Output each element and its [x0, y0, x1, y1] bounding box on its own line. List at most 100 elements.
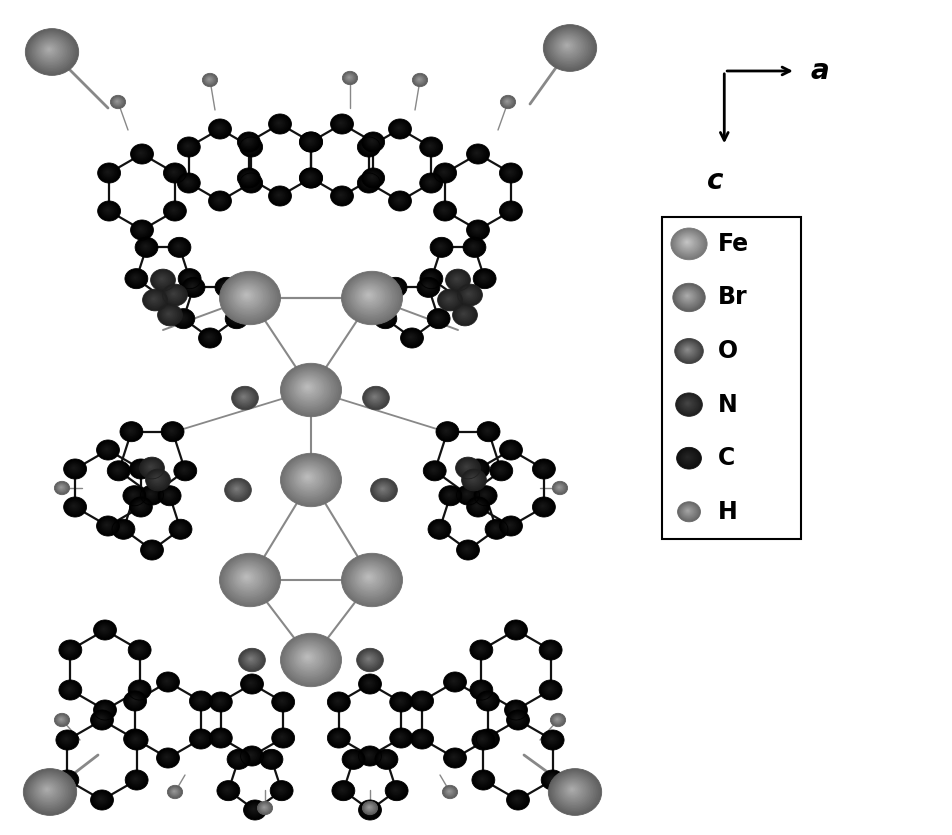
Circle shape — [238, 569, 256, 586]
Circle shape — [333, 697, 342, 705]
Circle shape — [682, 399, 693, 409]
Circle shape — [475, 733, 489, 746]
Circle shape — [453, 276, 460, 281]
Circle shape — [677, 342, 699, 360]
Circle shape — [366, 389, 385, 406]
Circle shape — [475, 487, 495, 504]
Circle shape — [538, 503, 546, 510]
Circle shape — [363, 290, 375, 301]
Circle shape — [131, 461, 149, 476]
Circle shape — [280, 736, 283, 738]
Circle shape — [29, 773, 69, 810]
Circle shape — [234, 388, 255, 407]
Circle shape — [105, 208, 110, 213]
Circle shape — [299, 132, 322, 152]
Circle shape — [275, 785, 287, 795]
Circle shape — [64, 645, 75, 655]
Circle shape — [287, 369, 332, 409]
Circle shape — [283, 366, 338, 413]
Circle shape — [111, 464, 126, 477]
Circle shape — [242, 136, 253, 146]
Circle shape — [684, 347, 690, 353]
Circle shape — [499, 163, 522, 183]
Circle shape — [182, 277, 205, 297]
Circle shape — [431, 523, 446, 535]
Circle shape — [464, 239, 484, 256]
Circle shape — [300, 471, 315, 484]
Circle shape — [466, 473, 481, 486]
Circle shape — [332, 696, 344, 706]
Circle shape — [426, 179, 434, 186]
Circle shape — [300, 133, 320, 150]
Circle shape — [448, 291, 466, 306]
Circle shape — [288, 640, 331, 678]
Circle shape — [245, 654, 258, 665]
Circle shape — [239, 571, 254, 584]
Circle shape — [128, 271, 145, 286]
Circle shape — [394, 696, 406, 706]
Circle shape — [90, 710, 113, 730]
Circle shape — [64, 777, 69, 782]
Circle shape — [447, 289, 467, 306]
Circle shape — [227, 480, 248, 499]
Circle shape — [186, 281, 200, 293]
Circle shape — [392, 730, 409, 745]
Circle shape — [240, 170, 257, 185]
Circle shape — [438, 424, 455, 439]
Circle shape — [508, 712, 526, 727]
Circle shape — [217, 781, 240, 801]
Circle shape — [159, 306, 181, 324]
Circle shape — [272, 729, 292, 746]
Circle shape — [25, 770, 75, 814]
Circle shape — [347, 754, 358, 764]
Circle shape — [472, 225, 481, 233]
Circle shape — [374, 300, 392, 316]
Circle shape — [477, 730, 497, 747]
Text: H: H — [717, 500, 737, 524]
Circle shape — [455, 277, 458, 281]
Circle shape — [384, 757, 387, 760]
Circle shape — [248, 656, 253, 661]
Circle shape — [164, 424, 181, 439]
Circle shape — [129, 641, 149, 659]
Circle shape — [222, 274, 277, 321]
Circle shape — [126, 488, 143, 503]
Circle shape — [268, 186, 291, 206]
Circle shape — [363, 569, 389, 592]
Circle shape — [684, 508, 691, 514]
Circle shape — [482, 426, 493, 436]
Circle shape — [554, 717, 560, 721]
Circle shape — [31, 776, 67, 807]
Circle shape — [28, 772, 71, 811]
Circle shape — [130, 682, 148, 697]
Circle shape — [471, 225, 483, 235]
Circle shape — [370, 478, 397, 502]
Circle shape — [102, 628, 105, 630]
Circle shape — [293, 375, 324, 402]
Circle shape — [168, 289, 180, 300]
Circle shape — [283, 635, 338, 684]
Circle shape — [198, 736, 201, 739]
Circle shape — [252, 807, 255, 810]
Circle shape — [160, 306, 179, 323]
Circle shape — [465, 240, 482, 255]
Circle shape — [450, 291, 465, 304]
Circle shape — [464, 290, 473, 298]
Circle shape — [541, 467, 544, 469]
Circle shape — [422, 281, 433, 291]
Circle shape — [419, 736, 422, 739]
Circle shape — [63, 643, 77, 655]
Circle shape — [363, 133, 383, 150]
Circle shape — [301, 169, 321, 186]
Circle shape — [189, 284, 195, 289]
Circle shape — [228, 312, 243, 325]
Circle shape — [32, 777, 65, 805]
Circle shape — [428, 310, 448, 327]
Circle shape — [237, 392, 250, 403]
Circle shape — [335, 190, 347, 200]
Circle shape — [155, 478, 158, 480]
Circle shape — [446, 493, 451, 498]
Circle shape — [138, 504, 141, 507]
Circle shape — [131, 221, 151, 239]
Circle shape — [425, 177, 436, 187]
